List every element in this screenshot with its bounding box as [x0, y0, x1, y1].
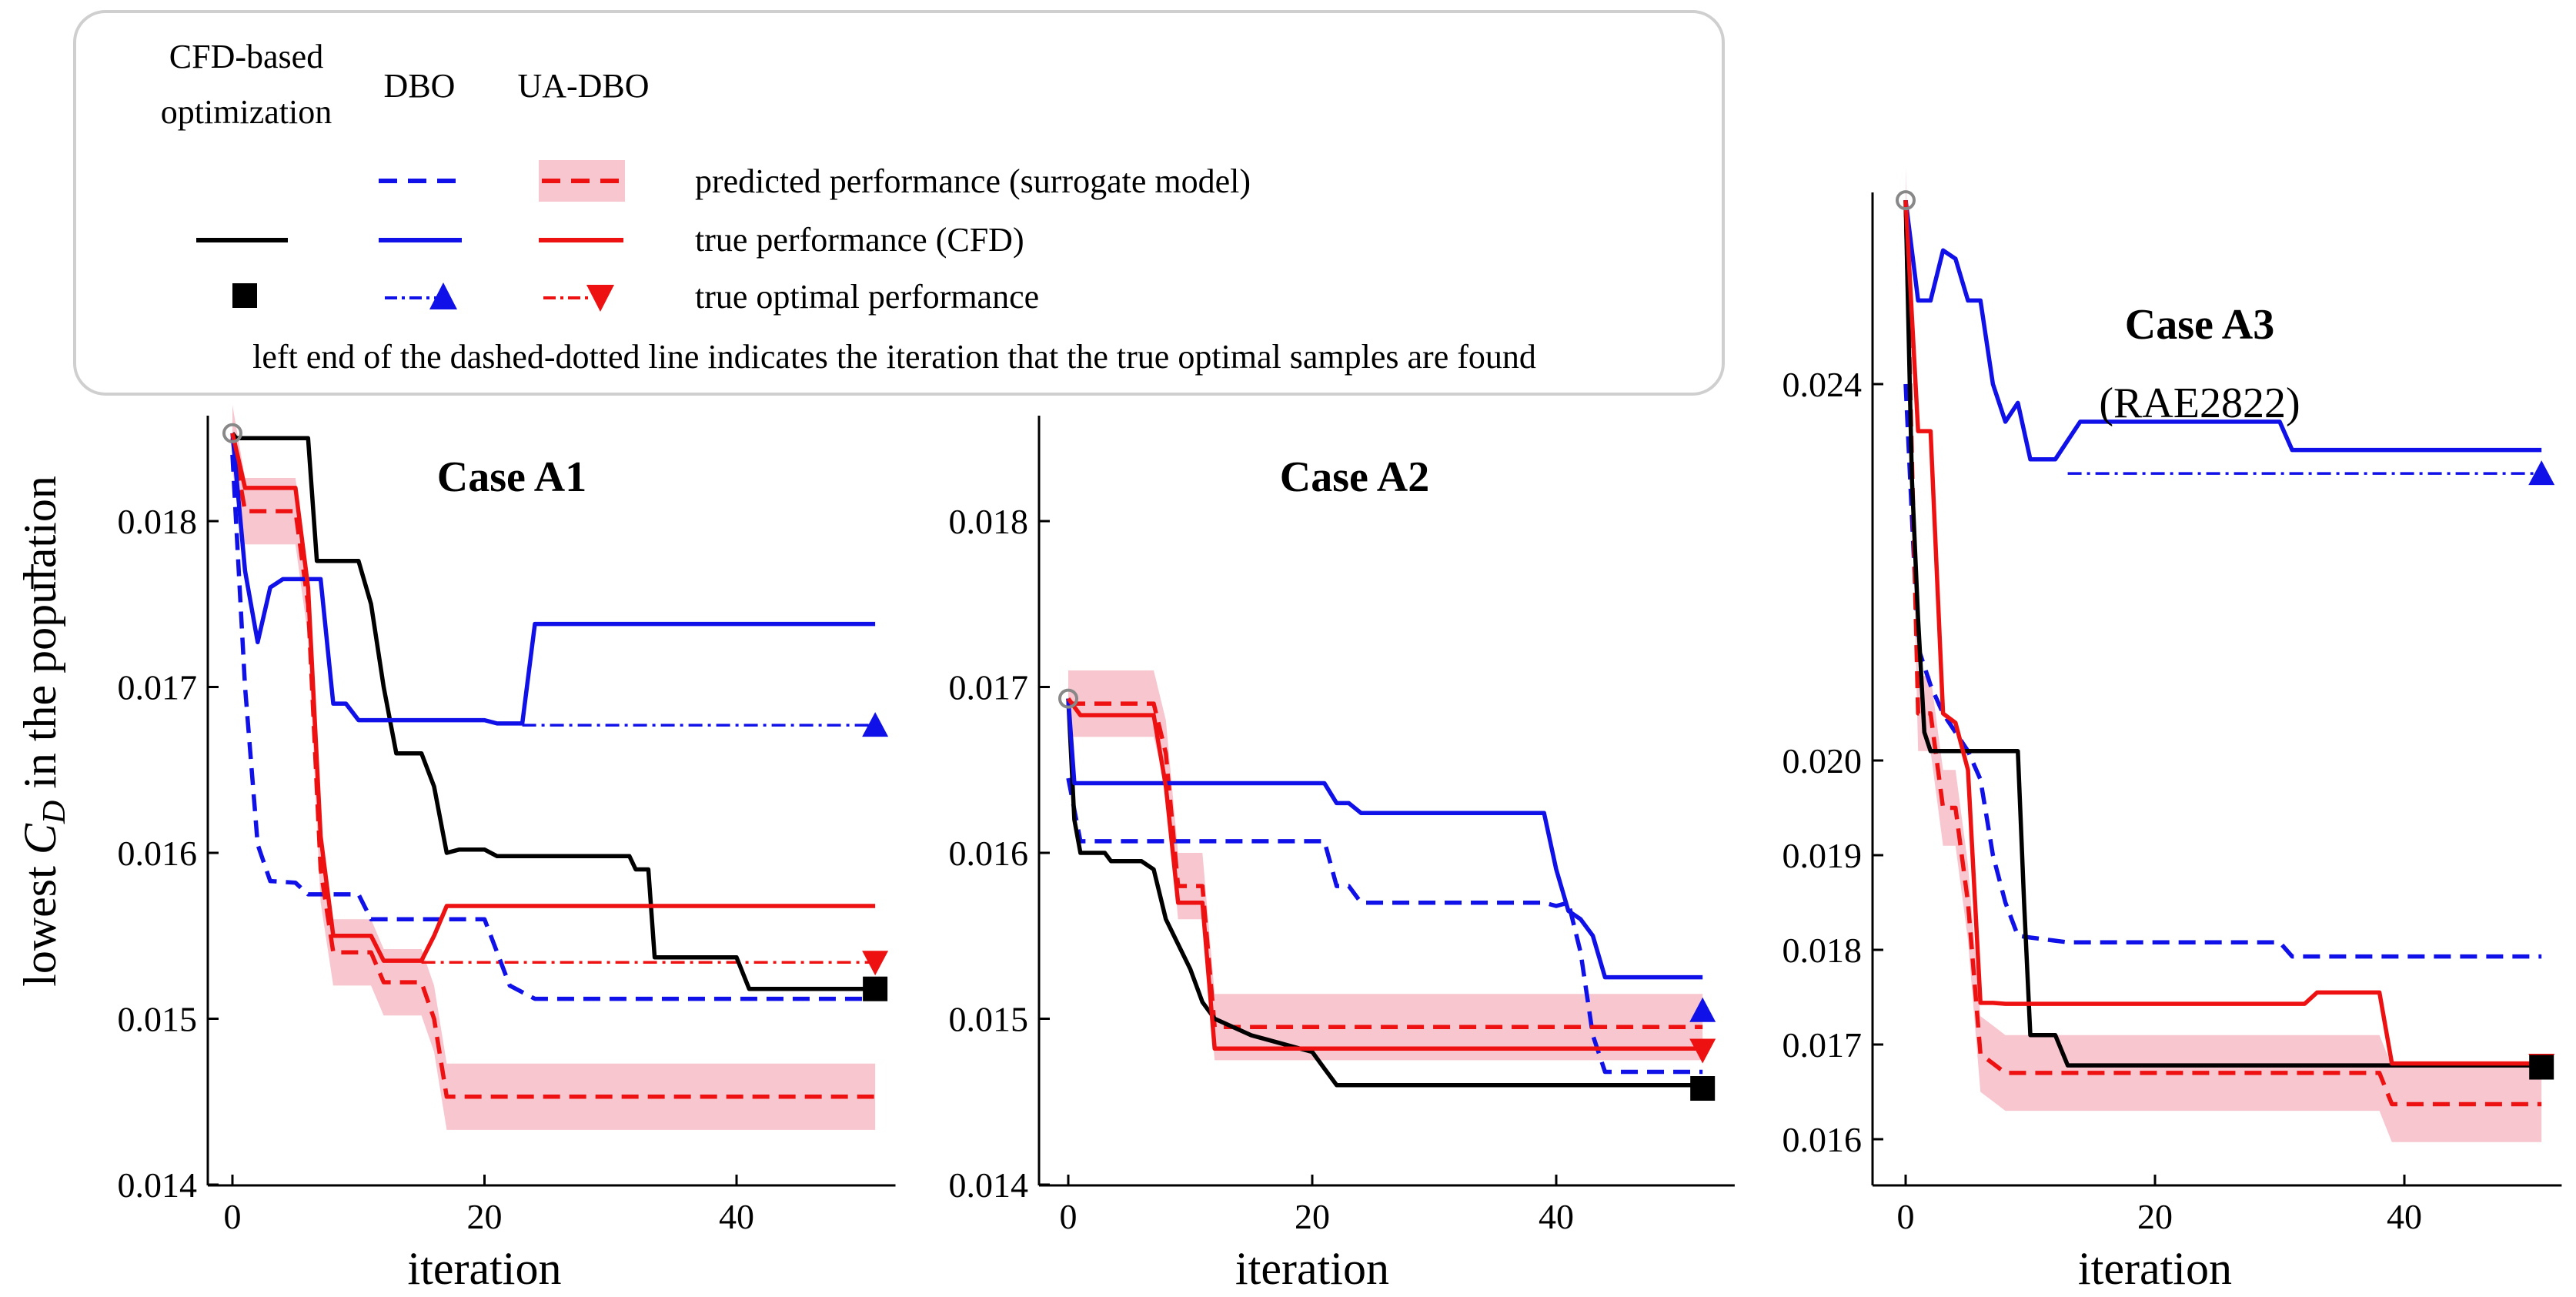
- y-tick-label: 0.015: [949, 1000, 1029, 1039]
- y-label-symbol: C: [15, 823, 65, 854]
- legend-note: left end of the dashed-dotted line indic…: [252, 338, 1536, 376]
- y-label-suffix: in the population: [15, 476, 65, 801]
- dbo-true-line: [230, 433, 876, 726]
- x-tick-label: 0: [224, 1197, 242, 1236]
- legend-header-cfd-2: optimization: [161, 93, 332, 131]
- legend-header-cfd-1: CFD-based: [169, 38, 323, 75]
- legend-swatch-uadbo-optimal-marker: [586, 285, 614, 312]
- uadbo-true-line: [1066, 697, 1703, 1051]
- x-axis-label: iteration: [1235, 1243, 1389, 1294]
- start-point-marker: [1058, 688, 1078, 709]
- legend-swatch-dbo-optimal-marker: [429, 282, 457, 309]
- x-tick-label: 40: [2387, 1197, 2422, 1236]
- y-tick-label: 0.018: [949, 502, 1029, 541]
- y-tick-label: 0.024: [1782, 365, 1863, 404]
- uadbo-uncertainty-band: [1068, 670, 1703, 1061]
- start-point-marker: [222, 423, 242, 443]
- x-axis-label: iteration: [2078, 1243, 2232, 1294]
- panel-subtitle: (RAE2822): [2099, 379, 2300, 427]
- uadbo-uncertainty-band: [232, 405, 876, 1130]
- y-tick-label: 0.018: [118, 502, 198, 541]
- x-tick-label: 0: [1060, 1197, 1078, 1236]
- legend-label-predicted: predicted performance (surrogate model): [695, 162, 1251, 200]
- y-tick-label: 0.014: [118, 1165, 198, 1205]
- y-axis-label: lowest CD in the population: [15, 476, 72, 987]
- y-tick-label: 0.016: [118, 834, 198, 873]
- x-tick-label: 20: [467, 1197, 503, 1236]
- y-tick-label: 0.016: [949, 834, 1029, 873]
- legend-label-optimal: true optimal performance: [695, 278, 1039, 316]
- dbo-predicted-line: [230, 454, 876, 1001]
- y-tick-label: 0.015: [118, 1000, 198, 1039]
- cfd-optimal-marker: [863, 976, 888, 1001]
- x-tick-label: 40: [719, 1197, 754, 1236]
- x-tick-label: 20: [1295, 1197, 1330, 1236]
- y-label-subscript: D: [37, 801, 72, 824]
- cfd-true-line: [1066, 698, 1703, 1088]
- legend-label-true: true performance (CFD): [695, 221, 1024, 259]
- panel-title: Case A2: [1280, 453, 1429, 501]
- dbo-predicted-line: [1903, 383, 2542, 959]
- y-tick-label: 0.019: [1782, 836, 1863, 875]
- legend-header-dbo: DBO: [384, 67, 456, 105]
- panel-title: Case A1: [437, 453, 586, 501]
- x-tick-label: 20: [2137, 1197, 2173, 1236]
- x-tick-label: 40: [1539, 1197, 1574, 1236]
- y-tick-label: 0.016: [1782, 1120, 1863, 1159]
- uadbo-true-line: [230, 433, 876, 963]
- cfd-true-line: [230, 432, 876, 991]
- dbo-optimal-marker: [1689, 997, 1716, 1022]
- x-axis-label: iteration: [408, 1243, 562, 1294]
- legend-header-uadbo: UA-DBO: [517, 67, 649, 105]
- svg-text:lowest CD in the population: lowest CD in the population: [15, 476, 72, 987]
- y-tick-label: 0.018: [1782, 931, 1863, 970]
- uadbo-predicted-line: [1903, 200, 2542, 1107]
- uadbo-predicted-line: [230, 437, 876, 1099]
- cfd-true-line: [1903, 200, 2542, 1068]
- y-tick-label: 0.017: [118, 668, 198, 707]
- y-tick-label: 0.020: [1782, 741, 1863, 781]
- panel-2: 0 20 40 iteration 0.014 0.015 0.016 0.017 0.018 C…: [949, 416, 1735, 1294]
- dbo-optimal-marker: [2528, 460, 2555, 486]
- cfd-optimal-marker: [2529, 1055, 2554, 1080]
- legend: CFD-based optimization DBO UA-DBO predic…: [73, 10, 1725, 396]
- y-tick-label: 0.017: [1782, 1025, 1863, 1065]
- dbo-optimal-marker: [862, 712, 889, 737]
- legend-frame: [73, 10, 1725, 396]
- y-label-prefix: lowest: [15, 854, 65, 987]
- uadbo-true-line: [1903, 200, 2542, 1066]
- dbo-true-line: [1903, 199, 2542, 462]
- dbo-true-line: [1066, 698, 1703, 980]
- panel-title: Case A3: [2125, 301, 2274, 349]
- x-tick-label: 0: [1897, 1197, 1915, 1236]
- legend-swatch-cfd-optimal: [232, 283, 257, 308]
- panel-1: 0 20 40 iteration 0.014 0.015 0.016 0.017 0.018 C…: [118, 405, 896, 1294]
- y-tick-label: 0.017: [949, 668, 1029, 707]
- start-point-marker: [1896, 190, 1916, 211]
- cfd-optimal-marker: [1690, 1076, 1716, 1101]
- panel-3: 0 20 40 iteration 0.016 0.017 0.018 0.019 0.020 0…: [1782, 166, 2562, 1294]
- y-tick-label: 0.014: [949, 1165, 1029, 1205]
- uadbo-optimal-marker: [862, 951, 889, 976]
- uadbo-optimal-marker: [1689, 1038, 1716, 1064]
